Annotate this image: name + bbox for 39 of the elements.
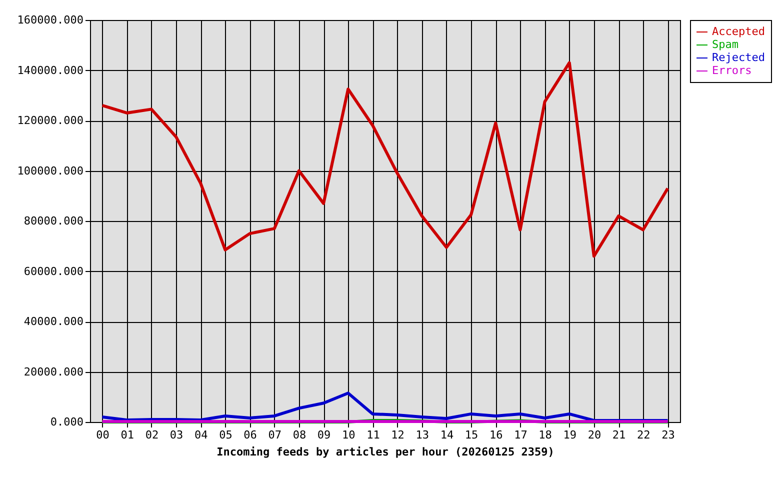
line-series [100, 61, 670, 258]
x-tick-label: 08 [292, 428, 306, 442]
x-tick-label: 02 [145, 428, 159, 442]
y-tick-label: 80000.000 [24, 214, 84, 228]
x-tick-label: 00 [96, 428, 110, 442]
legend-label: Accepted [712, 25, 765, 38]
x-tick-label: 01 [120, 428, 134, 442]
x-tick-label: 07 [268, 428, 282, 442]
x-tick-label: 06 [244, 428, 257, 442]
x-tick-label: 19 [563, 428, 576, 442]
x-tick-label: 13 [416, 428, 429, 442]
x-tick-label: 12 [391, 428, 404, 442]
x-tick-label: 18 [538, 428, 552, 442]
y-tick-label: 160000.000 [17, 14, 84, 26]
y-tick-label: 140000.000 [17, 64, 84, 77]
legend-label: Spam [712, 38, 739, 51]
x-tick-label: 20 [588, 428, 602, 442]
x-tick-label: 23 [662, 428, 675, 442]
x-tick-label: 03 [170, 428, 184, 442]
y-tick-label: 120000.000 [17, 114, 84, 127]
y-tick-label: 40000.000 [24, 315, 84, 328]
x-tick-label: 16 [490, 428, 503, 442]
x-tick-label: 15 [464, 428, 478, 442]
x-tick-label: 17 [514, 428, 528, 442]
y-tick-label: 100000.000 [17, 164, 84, 178]
y-tick-label: 0.000 [50, 416, 84, 428]
x-tick-label: 14 [440, 428, 454, 442]
y-tick-label: 60000.000 [24, 264, 84, 278]
legend-label: Errors [712, 64, 752, 77]
x-tick-label: 05 [219, 428, 232, 442]
x-axis-title: Incoming feeds by articles per hour (20260125 2359) [216, 446, 554, 458]
legend-label: Rejected [712, 51, 765, 64]
x-tick-label: 09 [317, 428, 331, 442]
x-tick-label: 21 [612, 428, 626, 442]
x-tick-label: 04 [194, 428, 208, 442]
x-tick-label: 10 [342, 428, 356, 442]
y-tick-label: 20000.000 [24, 365, 84, 378]
x-tick-label: 11 [366, 428, 380, 442]
x-tick-label: 22 [637, 428, 650, 442]
